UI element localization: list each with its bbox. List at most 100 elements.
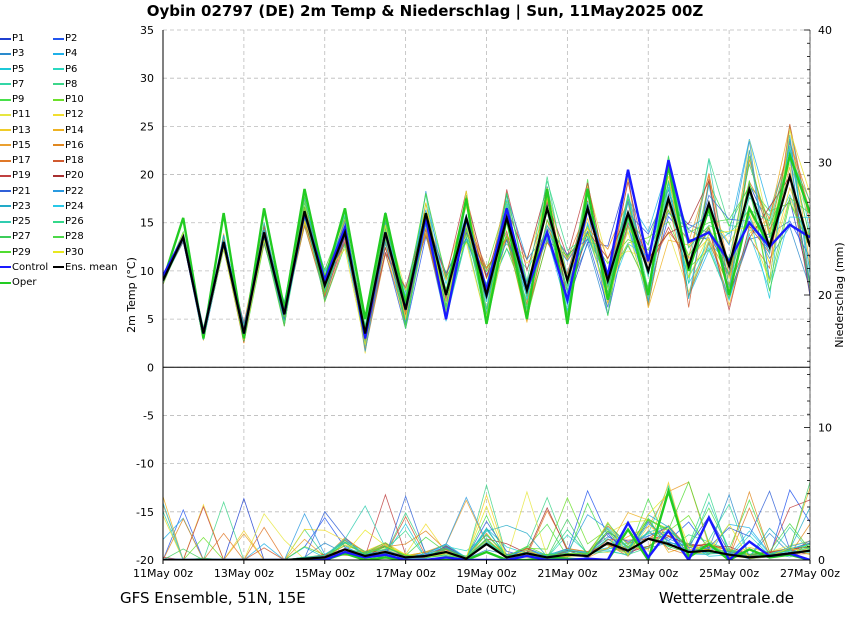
y-tick-label: 0 xyxy=(147,361,154,374)
legend-label: P12 xyxy=(65,109,84,121)
legend-label: P15 xyxy=(12,139,31,151)
member-precip-line xyxy=(163,501,810,560)
legend-item: P13 xyxy=(0,124,31,137)
y-tick-label: -10 xyxy=(136,458,154,471)
y-tick-label: -5 xyxy=(143,409,154,422)
y2-tick-label: 10 xyxy=(818,422,832,435)
legend-label: P1 xyxy=(12,33,25,44)
legend-label: P7 xyxy=(12,78,25,90)
legend-swatch xyxy=(0,266,11,269)
x-tick-label: 17May 00z xyxy=(376,567,436,580)
legend-label: P28 xyxy=(65,231,84,243)
legend-item: P28 xyxy=(53,230,84,243)
main-series-lines xyxy=(163,150,810,560)
x-tick-label: 25May 00z xyxy=(699,567,759,580)
legend-item: P11 xyxy=(0,108,31,121)
legend-label: P29 xyxy=(12,246,31,258)
y-tick-label: 5 xyxy=(147,313,154,326)
legend-item: P27 xyxy=(0,230,31,243)
legend-item: P18 xyxy=(53,154,84,167)
legend-swatch xyxy=(53,144,64,147)
legend-item: Ens. mean xyxy=(53,261,118,274)
legend-item: P21 xyxy=(0,185,31,198)
legend-swatch xyxy=(53,190,64,192)
legend-item: P23 xyxy=(0,200,31,213)
x-tick-label: 15May 00z xyxy=(295,567,355,580)
legend-item: P9 xyxy=(0,93,24,106)
member-precip-line xyxy=(163,492,810,560)
legend-label: P9 xyxy=(12,94,25,105)
legend-item: P7 xyxy=(0,78,24,91)
legend-item: P5 xyxy=(0,63,24,76)
legend-swatch xyxy=(53,83,64,86)
legend-item: P30 xyxy=(53,246,84,259)
legend-label: P11 xyxy=(12,109,31,121)
legend-label: P16 xyxy=(65,139,84,151)
legend-item: P24 xyxy=(53,200,84,213)
legend-swatch xyxy=(0,281,11,284)
legend-swatch xyxy=(53,235,64,238)
legend-swatch xyxy=(0,129,11,131)
member-precip-line xyxy=(163,480,810,560)
legend-label: P18 xyxy=(65,155,84,166)
model-caption: GFS Ensemble, 51N, 15E xyxy=(120,589,306,607)
legend-swatch xyxy=(0,190,11,192)
ens-mean-temp-line xyxy=(163,172,810,334)
legend-swatch xyxy=(0,68,11,70)
legend-label: P23 xyxy=(12,200,31,212)
source-caption: Wetterzentrale.de xyxy=(658,589,794,607)
legend-label: P14 xyxy=(65,124,84,136)
y-axis-label: 2m Temp (°C) xyxy=(125,257,138,333)
legend-label: P5 xyxy=(12,63,25,75)
legend-item: P29 xyxy=(0,246,31,259)
legend-item: P26 xyxy=(53,215,84,228)
legend-item: P3 xyxy=(0,47,24,60)
member-temp-line xyxy=(163,145,810,341)
y-tick-label: 20 xyxy=(140,169,154,182)
legend-swatch xyxy=(0,235,11,238)
y-tick-label: 15 xyxy=(140,217,154,230)
legend-swatch xyxy=(53,159,64,162)
legend-label: Ens. mean xyxy=(65,261,118,273)
legend-swatch xyxy=(0,174,11,177)
legend-swatch xyxy=(53,37,64,40)
legend-swatch xyxy=(53,205,64,208)
legend-label: P10 xyxy=(65,94,84,105)
y-tick-label: -15 xyxy=(136,506,154,519)
legend-swatch xyxy=(53,220,64,223)
legend-item: P2 xyxy=(53,32,77,45)
legend-item: P10 xyxy=(53,93,84,106)
legend-swatch xyxy=(53,68,64,70)
legend-item: P22 xyxy=(53,185,84,198)
y-tick-label: 10 xyxy=(140,265,154,278)
legend-label: P19 xyxy=(12,170,31,182)
legend-swatch xyxy=(0,205,11,208)
oper-temp-line xyxy=(163,150,810,339)
legend-label: P13 xyxy=(12,124,31,136)
legend-label: P2 xyxy=(65,33,78,44)
legend-swatch xyxy=(0,220,11,223)
member-precip-line xyxy=(163,497,810,560)
legend-item: P20 xyxy=(53,169,84,182)
y2-axis-label: Niederschlag (mm) xyxy=(833,242,846,347)
x-tick-label: 23May 00z xyxy=(618,567,678,580)
legend-item: P15 xyxy=(0,139,31,152)
ens-mean-precip-line xyxy=(163,537,810,560)
x-axis-label: Date (UTC) xyxy=(456,583,516,596)
x-tick-label: 21May 00z xyxy=(537,567,597,580)
y-tick-label: -20 xyxy=(136,554,154,567)
y2-tick-label: 30 xyxy=(818,157,832,170)
legend-label: P4 xyxy=(65,48,78,60)
legend-label: Oper xyxy=(12,277,37,288)
legend-swatch xyxy=(53,52,64,55)
legend-item: P16 xyxy=(53,139,84,152)
x-tick-label: 13May 00z xyxy=(214,567,274,580)
legend-item: P6 xyxy=(53,63,77,76)
x-tick-label: 27May 00z xyxy=(780,567,840,580)
y-tick-label: 30 xyxy=(140,72,154,85)
legend-swatch xyxy=(53,129,64,131)
legend-label: P24 xyxy=(65,200,84,212)
y2-tick-label: 40 xyxy=(818,24,832,37)
legend-item: P17 xyxy=(0,154,31,167)
